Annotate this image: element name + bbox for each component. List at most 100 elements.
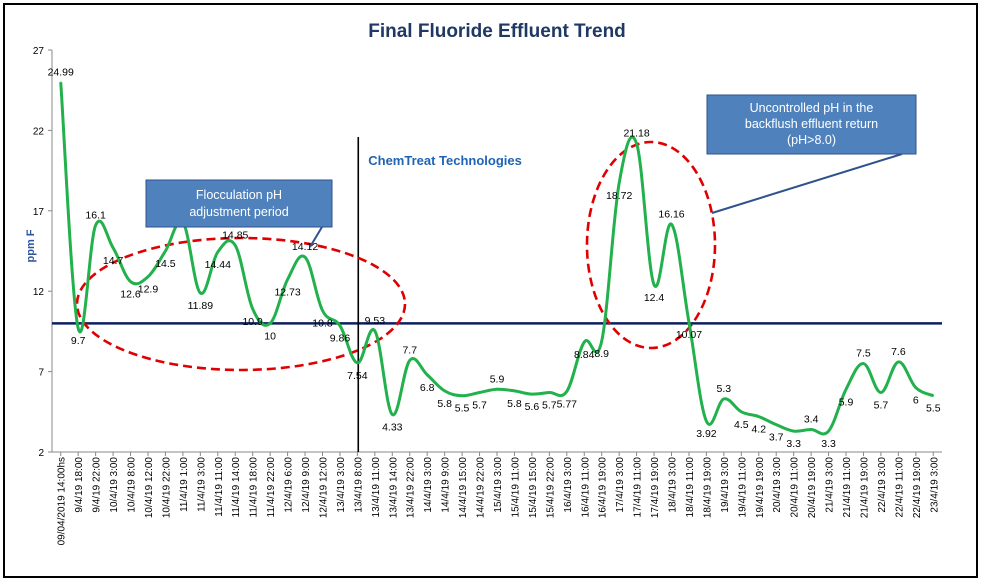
x-tick-label: 15/4/19 15:00 (528, 457, 539, 519)
data-point (723, 398, 725, 400)
data-point (757, 415, 760, 418)
x-tick-label: 9/4/19 22:00 (92, 457, 103, 513)
data-label: 5.8 (437, 398, 452, 410)
data-label: 5.9 (839, 396, 854, 408)
data-label: 9.86 (330, 333, 351, 345)
data-point (548, 391, 551, 394)
x-tick-label: 12/4/19 9:00 (301, 457, 312, 513)
x-tick-label: 12/4/19 12:00 (318, 457, 329, 519)
data-label: 14.7 (103, 255, 124, 267)
flocculation-callout-text: Flocculation pH (196, 188, 282, 202)
data-point (112, 246, 114, 249)
x-tick-label: 16/4/19 19:00 (598, 457, 609, 519)
data-point (426, 374, 428, 376)
data-point (740, 411, 743, 413)
x-tick-label: 13/4/19 14:00 (388, 457, 399, 519)
data-label: 10.9 (242, 316, 263, 328)
data-label: 5.77 (557, 398, 578, 410)
x-tick-label: 19/4/19 3:00 (720, 457, 731, 513)
data-point (356, 362, 359, 364)
chemtreat-label: ChemTreat Technologies (368, 153, 522, 168)
data-label: 10.07 (676, 329, 702, 341)
x-tick-label: 12/4/19 6:00 (284, 457, 295, 513)
x-tick-label: 20/4/19 19:00 (807, 457, 818, 519)
data-label: 8.84 (574, 349, 595, 361)
uncontrolled-callout-text: backflush effluent return (745, 117, 878, 131)
x-tick-label: 16/4/19 3:00 (563, 457, 574, 513)
data-point (810, 428, 812, 431)
data-point (932, 394, 935, 397)
uncontrolled-callout-box (706, 94, 917, 155)
data-point (391, 413, 394, 416)
data-label: 14.12 (292, 241, 318, 253)
data-point (915, 386, 917, 389)
x-tick-label: 19/4/19 19:00 (755, 457, 766, 519)
data-point (321, 309, 324, 312)
data-point (199, 292, 202, 294)
data-label: 12.6 (120, 289, 141, 301)
uncontrolled-callout-text: Uncontrolled pH in the (750, 101, 874, 115)
data-label: 5.5 (926, 403, 941, 415)
x-tick-label: 10/4/19 12:00 (144, 457, 155, 519)
data-point (443, 390, 446, 392)
x-tick-label: 09/04/2019 14:00hs (57, 457, 68, 545)
x-tick-label: 14/4/19 3:00 (423, 457, 434, 513)
y-tick-label: 2 (38, 448, 44, 459)
x-tick-label: 19/4/19 11:00 (737, 457, 748, 518)
data-label: 5.6 (525, 401, 540, 413)
data-point (792, 430, 795, 432)
data-point (94, 224, 97, 227)
x-tick-label: 11/4/19 22:00 (266, 457, 277, 518)
data-point (339, 324, 341, 327)
uncontrolled-callout-pointer (711, 153, 903, 214)
data-label: 24.99 (48, 66, 74, 78)
data-label: 7.7 (402, 344, 417, 356)
data-label: 16.16 (658, 208, 684, 220)
data-label: 5.5 (455, 403, 470, 415)
x-tick-label: 11/4/19 1:00 (179, 457, 190, 512)
x-tick-label: 22/4/19 19:00 (912, 457, 923, 519)
x-tick-label: 18/4/19 19:00 (702, 457, 713, 519)
data-label: 14.5 (155, 258, 176, 270)
y-tick-label: 27 (33, 46, 45, 57)
x-tick-label: 15/4/19 22:00 (545, 457, 556, 519)
data-point (59, 81, 62, 84)
x-tick-label: 10/4/19 22:00 (161, 457, 172, 519)
data-label: 12.9 (138, 284, 159, 296)
x-tick-label: 18/4/19 11:00 (685, 457, 696, 518)
x-tick-label: 21/4/19 19:00 (859, 457, 870, 519)
x-tick-label: 14/4/19 15:00 (458, 457, 469, 519)
flocculation-callout-pointer (309, 226, 323, 248)
flocculation-callout-box (145, 179, 333, 228)
data-point (635, 142, 638, 145)
data-label: 11.89 (188, 300, 214, 312)
data-point (880, 391, 882, 394)
y-axis-label: ppm F (25, 229, 37, 262)
data-label: 5.7 (472, 400, 487, 412)
x-tick-label: 15/4/19 11:00 (510, 457, 521, 518)
data-point (251, 308, 254, 310)
data-label-layer: 24.999.716.114.712.612.914.516.2811.8914… (48, 66, 941, 450)
x-tick-label: 21/4/19 3:00 (825, 457, 836, 513)
data-point (77, 327, 79, 329)
data-point (478, 391, 481, 394)
data-label: 5.3 (717, 383, 732, 395)
data-point (705, 420, 708, 422)
series-layer (59, 81, 935, 436)
chart-title: Final Fluoride Effluent Trend (368, 21, 626, 42)
y-tick-label: 12 (33, 287, 45, 298)
data-point (269, 322, 271, 325)
data-point (827, 430, 830, 432)
data-point (408, 359, 411, 362)
data-label: 5.7 (874, 400, 889, 412)
x-tick-label: 10/4/19 8:00 (127, 457, 138, 513)
x-tick-label: 11/4/19 14:00 (231, 457, 242, 518)
data-label: 7.6 (891, 346, 906, 358)
data-point (461, 394, 463, 397)
data-point (234, 244, 237, 247)
data-label: 16.1 (85, 209, 106, 221)
data-label: 14.44 (205, 259, 231, 271)
x-tick-label: 17/4/19 11:00 (633, 457, 644, 518)
data-point (670, 223, 673, 226)
